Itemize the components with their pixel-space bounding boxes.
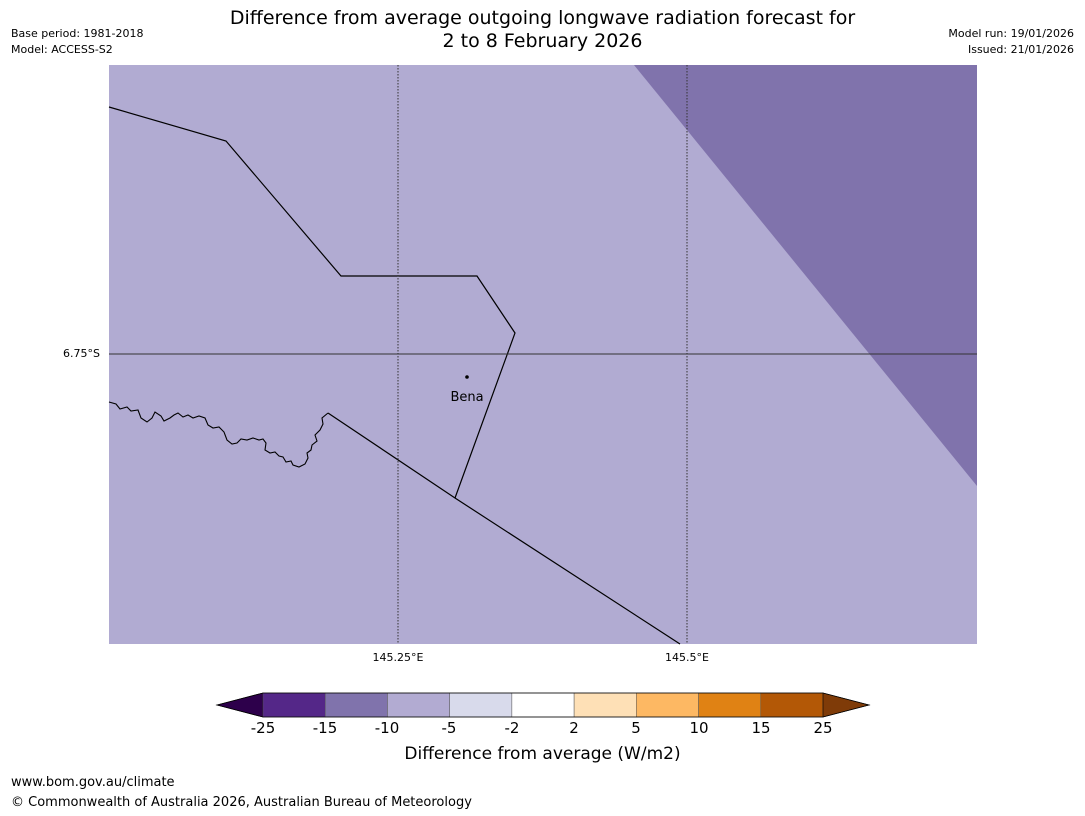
anomaly-region	[634, 65, 977, 486]
bena-town-marker	[465, 375, 469, 379]
colorbar-tick: -25	[250, 719, 276, 737]
province-boundary	[108, 106, 516, 499]
colorbar-segment	[636, 692, 699, 718]
lon-tick-145-25: 145.25°E	[372, 651, 424, 664]
left-metadata: Base period: 1981-2018 Model: ACCESS-S2	[11, 26, 143, 58]
colorbar-segment	[760, 692, 824, 718]
colorbar-extend-high	[822, 692, 871, 718]
colorbar-tick: 10	[689, 719, 709, 737]
province-boundary-south	[327, 412, 681, 645]
model-text: Model: ACCESS-S2	[11, 43, 113, 56]
title-line-2: 2 to 8 February 2026	[442, 30, 643, 52]
chart-title: Difference from average outgoing longwav…	[0, 7, 1085, 53]
issued-text: Issued: 21/01/2026	[967, 43, 1074, 56]
copyright-text: © Commonwealth of Australia 2026, Austra…	[11, 795, 472, 810]
map-panel: Bena	[108, 65, 977, 645]
right-metadata: Model run: 19/01/2026 Issued: 21/01/2026	[948, 26, 1074, 58]
colorbar-segment	[387, 692, 450, 718]
colorbar-tick: -5	[441, 719, 457, 737]
colorbar-tick: 5	[631, 719, 641, 737]
colorbar-outline	[215, 692, 871, 718]
bena-town-label: Bena	[450, 390, 483, 405]
lat-tick-6-75: 6.75°S	[63, 347, 100, 360]
district-boundary	[108, 401, 329, 468]
colorbar-segment	[511, 692, 575, 718]
colorbar-tick: 25	[813, 719, 833, 737]
colorbar-extend-low	[215, 692, 264, 718]
website-link[interactable]: www.bom.gov.au/climate	[11, 775, 175, 790]
colorbar-tick: -15	[312, 719, 338, 737]
colorbar-segment	[573, 692, 637, 718]
colorbar	[215, 692, 871, 718]
colorbar-tick: -2	[504, 719, 520, 737]
colorbar-label: Difference from average (W/m2)	[404, 744, 681, 764]
lon-tick-145-5: 145.5°E	[665, 651, 709, 664]
colorbar-tick: -10	[374, 719, 400, 737]
colorbar-segment	[324, 692, 388, 718]
colorbar-segment	[262, 692, 326, 718]
model-run-text: Model run: 19/01/2026	[948, 27, 1074, 40]
colorbar-segment	[698, 692, 762, 718]
colorbar-tick: 2	[569, 719, 579, 737]
colorbar-tick: 15	[751, 719, 771, 737]
title-line-1: Difference from average outgoing longwav…	[229, 7, 856, 29]
base-period-text: Base period: 1981-2018	[11, 27, 144, 40]
colorbar-segment	[449, 692, 513, 718]
